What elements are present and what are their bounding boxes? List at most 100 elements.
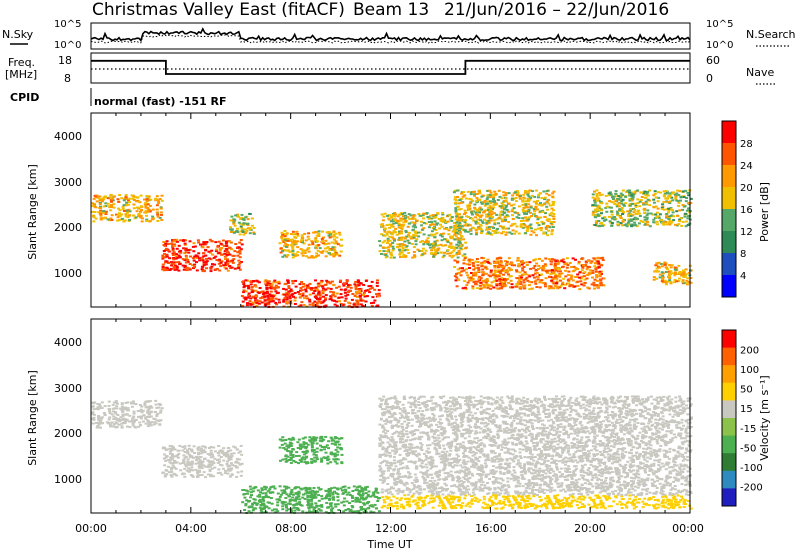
- power-cell: [301, 251, 305, 254]
- power-cell: [544, 257, 548, 260]
- velocity-cell: [374, 507, 378, 510]
- power-cell: [252, 227, 256, 229]
- velocity-cell: [312, 508, 316, 511]
- power-cell: [271, 295, 275, 298]
- power-cell: [542, 190, 546, 193]
- power-cell: [665, 223, 669, 226]
- power-cell: [461, 225, 465, 228]
- power-cell: [338, 280, 342, 283]
- power-cell: [432, 255, 436, 258]
- power-cell: [324, 288, 328, 291]
- power-cell: [413, 255, 417, 258]
- velocity-cell: [222, 447, 226, 450]
- power-cell: [126, 199, 130, 202]
- power-cell: [629, 213, 633, 216]
- power-cell: [684, 200, 688, 203]
- power-cell: [526, 206, 530, 209]
- power-cell: [547, 194, 551, 197]
- power-cell: [275, 281, 279, 284]
- velocity-cell: [284, 504, 288, 507]
- velocity-cell: [183, 456, 187, 459]
- power-cell: [497, 222, 500, 225]
- power-cell: [565, 266, 569, 269]
- velocity-cell: [337, 509, 341, 511]
- power-cell: [233, 250, 237, 253]
- power-cell: [181, 264, 185, 267]
- power-cell: [315, 302, 319, 305]
- power-cell: [425, 212, 429, 215]
- power-cell: [127, 214, 131, 217]
- power-cell: [610, 213, 614, 216]
- velocity-cell: [657, 503, 661, 506]
- power-cell: [458, 213, 461, 216]
- power-cell: [497, 216, 501, 219]
- power-cell: [485, 226, 489, 229]
- power-cell: [391, 245, 395, 248]
- power-cell: [388, 226, 392, 229]
- velocity-cell: [336, 450, 340, 453]
- power-cell: [324, 239, 328, 242]
- power-cell: [494, 193, 498, 196]
- power-cell: [520, 259, 524, 262]
- power-cell: [396, 215, 400, 218]
- power-cell: [414, 240, 418, 243]
- power-cell: [132, 207, 136, 210]
- power-cell: [281, 233, 285, 236]
- power-cell: [291, 282, 295, 285]
- power-cell: [595, 284, 599, 287]
- power-cell: [591, 193, 595, 196]
- power-cell: [675, 210, 679, 213]
- power-cell: [469, 193, 473, 196]
- velocity-cell: [300, 488, 304, 491]
- power-cell: [225, 248, 229, 251]
- power-cell: [668, 277, 672, 280]
- power-cell: [240, 295, 244, 297]
- velocity-cell: [314, 454, 318, 457]
- power-cell: [533, 210, 537, 213]
- power-cell: [308, 298, 312, 301]
- velocity-cell: [326, 459, 330, 462]
- power-cell: [608, 220, 612, 223]
- power-cell: [145, 218, 149, 221]
- power-cell: [335, 286, 339, 289]
- velocity-cell: [320, 504, 324, 507]
- power-cell: [104, 205, 108, 207]
- power-cell: [110, 219, 114, 221]
- power-cell: [515, 285, 519, 288]
- power-cell: [486, 189, 490, 192]
- power-cell: [493, 230, 497, 233]
- velocity-cell: [201, 451, 205, 454]
- power-cell: [387, 230, 391, 233]
- power-cell: [194, 254, 198, 257]
- power-cell: [283, 244, 286, 247]
- velocity-cell: [291, 499, 295, 502]
- power-cell: [160, 213, 163, 216]
- power-cell: [334, 252, 338, 255]
- velocity-cell: [140, 405, 144, 408]
- velocity-cell: [284, 487, 288, 490]
- power-cell: [639, 219, 643, 222]
- power-cell: [528, 284, 531, 287]
- power-cell: [583, 281, 587, 284]
- power-cell: [286, 254, 290, 257]
- power-cell: [398, 253, 402, 256]
- power-cell: [576, 284, 580, 287]
- power-cell: [343, 299, 347, 302]
- power-cell: [558, 286, 562, 289]
- power-cell: [354, 280, 358, 283]
- power-cell: [489, 206, 493, 209]
- velocity-cell: [374, 487, 378, 490]
- power-cell: [101, 217, 105, 220]
- power-cell: [558, 270, 562, 273]
- power-cell: [433, 249, 437, 252]
- power-cell: [462, 259, 466, 262]
- power-cell: [510, 262, 514, 265]
- power-cell: [492, 212, 496, 215]
- power-cell: [551, 195, 555, 198]
- power-cell: [475, 258, 479, 260]
- velocity-cell: [291, 496, 295, 499]
- power-cell: [125, 201, 129, 204]
- power-cell: [433, 236, 437, 239]
- power-cell: [373, 299, 377, 302]
- power-cell: [463, 194, 467, 197]
